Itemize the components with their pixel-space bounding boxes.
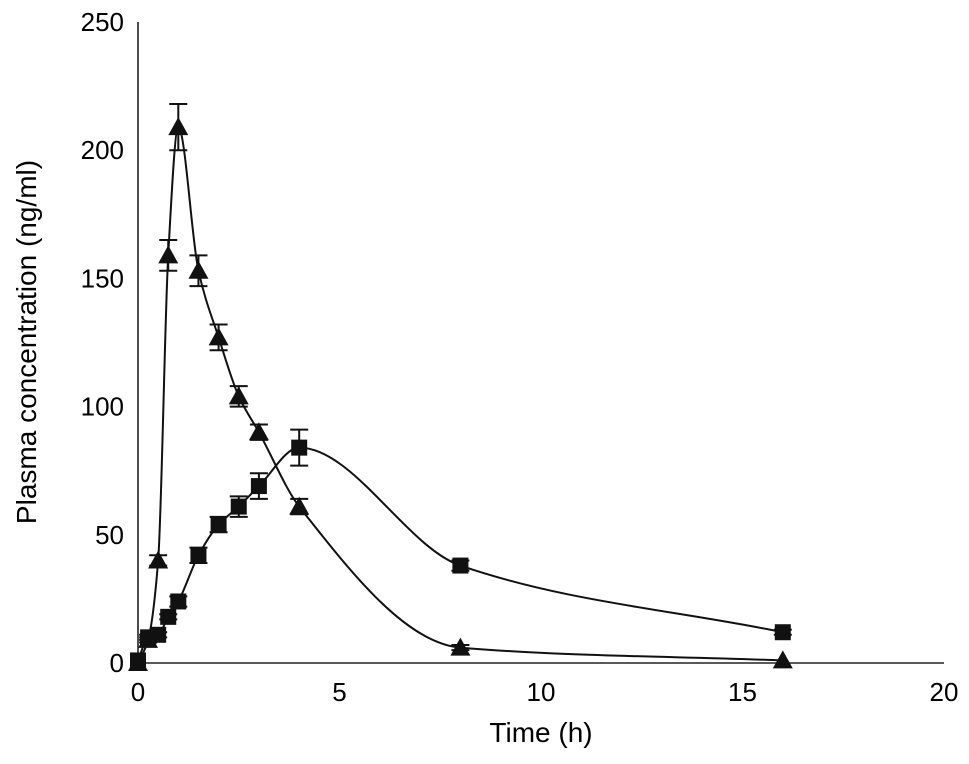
triangle-marker xyxy=(228,386,249,405)
y-tick-label: 0 xyxy=(110,648,124,678)
triangle-marker xyxy=(158,245,179,264)
square-marker xyxy=(160,608,177,625)
y-tick-label: 100 xyxy=(81,392,124,422)
triangle-marker xyxy=(188,260,209,279)
square-marker xyxy=(291,439,308,456)
series-square-group xyxy=(130,428,792,669)
x-tick-label: 15 xyxy=(728,677,757,707)
triangle-marker xyxy=(289,496,310,515)
y-tick-label: 150 xyxy=(81,263,124,293)
x-axis-label: Time (h) xyxy=(489,717,592,748)
triangle-marker xyxy=(248,422,269,441)
y-tick-label: 250 xyxy=(81,7,124,37)
triangle-marker xyxy=(208,327,229,346)
x-tick-label: 5 xyxy=(332,677,346,707)
y-axis-label: Plasma concentration (ng/ml) xyxy=(11,160,42,524)
square-marker xyxy=(150,626,167,643)
y-tick-label: 50 xyxy=(95,520,124,550)
square-marker xyxy=(130,652,146,669)
square-marker xyxy=(230,498,247,515)
square-marker xyxy=(210,516,227,533)
x-tick-label: 20 xyxy=(930,677,959,707)
triangle-marker xyxy=(148,550,169,569)
square-marker xyxy=(170,593,187,610)
y-tick-label: 200 xyxy=(81,135,124,165)
series-square-line xyxy=(137,446,784,661)
triangle-marker xyxy=(450,637,471,656)
x-tick-label: 10 xyxy=(527,677,556,707)
triangle-marker xyxy=(168,117,189,136)
square-marker xyxy=(190,547,207,564)
square-marker xyxy=(452,557,469,574)
square-marker xyxy=(774,624,791,641)
series-triangle-line xyxy=(137,126,783,664)
square-marker xyxy=(250,478,267,495)
series-triangle-group xyxy=(128,103,793,671)
series-group xyxy=(128,103,793,671)
triangle-marker xyxy=(772,650,793,669)
axes-group xyxy=(137,22,944,664)
x-tick-label: 0 xyxy=(131,677,145,707)
